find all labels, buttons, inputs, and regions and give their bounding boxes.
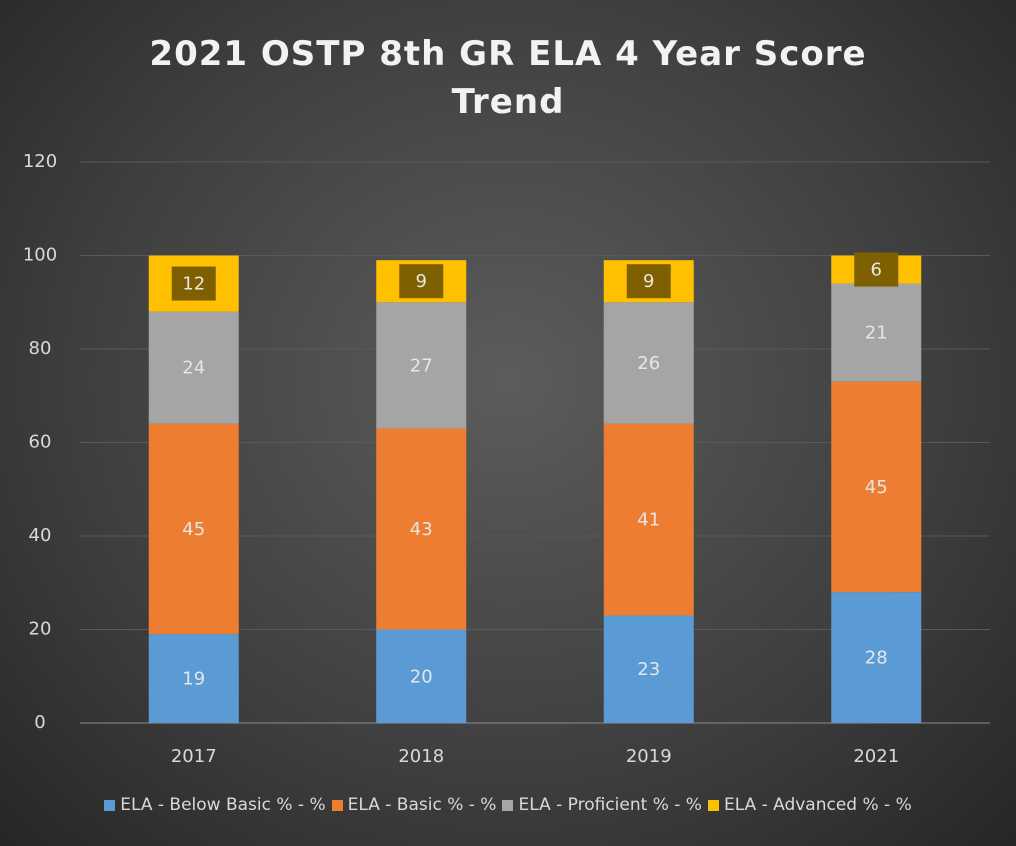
legend-swatch: [331, 799, 343, 811]
x-tick-label: 2018: [398, 746, 444, 767]
legend-swatch: [104, 799, 116, 811]
data-label: 43: [410, 519, 433, 540]
legend-label: ELA - Basic % - %: [347, 795, 497, 815]
bar-segment: [603, 423, 694, 616]
bar-segment: [831, 283, 922, 382]
data-label: 9: [643, 271, 654, 292]
data-label: 9: [416, 271, 427, 292]
y-tick-label: 0: [34, 712, 45, 733]
data-label-box: [626, 264, 671, 299]
data-label-box: [171, 266, 216, 301]
legend-label: ELA - Below Basic % - %: [120, 795, 326, 815]
data-label: 45: [182, 519, 205, 540]
chart-title: 2021 OSTP 8th GR ELA 4 Year Score Trend: [149, 34, 867, 122]
legend-item: ELA - Basic % - %: [331, 795, 497, 815]
data-label-box: [399, 264, 444, 299]
bar-segment: [603, 302, 694, 424]
y-tick-label: 40: [29, 525, 52, 546]
data-label: 24: [182, 358, 205, 379]
data-label: 21: [865, 323, 888, 344]
bar-segment: [831, 381, 922, 593]
bar-segment: [376, 428, 467, 630]
y-tick-label: 60: [29, 432, 52, 453]
y-tick-label: 80: [29, 338, 52, 359]
bar-segment: [831, 592, 922, 723]
data-label: 6: [871, 260, 882, 281]
data-label: 26: [637, 353, 660, 374]
data-label: 19: [182, 669, 205, 690]
legend-item: ELA - Below Basic % - %: [104, 795, 326, 815]
bar-segment: [603, 615, 694, 723]
bar-segment: [148, 634, 239, 723]
y-tick-label: 20: [29, 619, 52, 640]
data-label: 20: [410, 666, 433, 687]
bar-segment: [148, 423, 239, 635]
bar-segment: [148, 311, 239, 424]
y-tick-label: 120: [23, 151, 57, 172]
bar-segment: [376, 629, 467, 723]
data-label-box: [854, 252, 899, 287]
data-label: 23: [637, 659, 660, 680]
data-label: 12: [182, 274, 205, 295]
legend-item: ELA - Proficient % - %: [502, 795, 702, 815]
legend-item: ELA - Advanced % - %: [707, 795, 912, 815]
bar-segment: [376, 302, 467, 429]
legend-label: ELA - Advanced % - %: [723, 795, 912, 815]
data-label: 27: [410, 355, 433, 376]
data-label: 41: [637, 510, 660, 531]
legend-swatch: [502, 799, 514, 811]
x-tick-label: 2019: [626, 746, 672, 767]
x-tick-label: 2017: [171, 746, 217, 767]
legend: ELA - Below Basic % - % ELA - Basic % - %…: [0, 795, 1016, 815]
y-tick-label: 100: [23, 245, 57, 266]
legend-swatch: [707, 799, 719, 811]
data-label: 28: [865, 648, 888, 669]
x-tick-label: 2021: [853, 746, 899, 767]
data-label: 45: [865, 477, 888, 498]
legend-label: ELA - Proficient % - %: [518, 795, 702, 815]
